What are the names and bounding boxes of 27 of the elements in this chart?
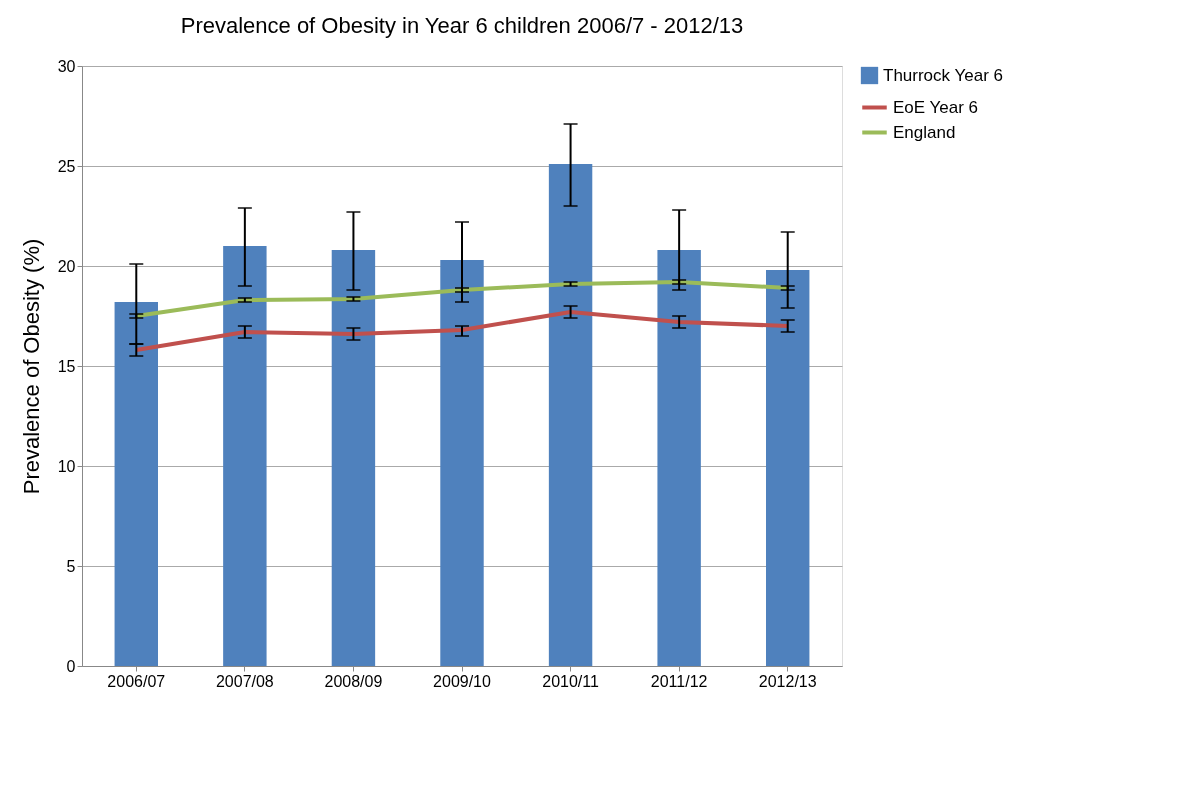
x-tick-label: 2008/09 (324, 672, 383, 690)
x-tick-label: 2012/13 (758, 672, 817, 690)
bar (223, 246, 267, 666)
legend-label: EoE Year 6 (893, 97, 979, 117)
x-tick-label: 2009/10 (433, 672, 492, 690)
y-tick-label: 15 (57, 357, 76, 375)
line-series (134, 310, 790, 352)
bar (766, 270, 810, 666)
y-tick-label: 0 (66, 657, 76, 675)
bar (657, 250, 701, 666)
y-tick-label: 25 (57, 157, 76, 175)
y-tick-label: 10 (57, 457, 76, 475)
chart-title: Prevalence of Obesity in Year 6 children 2006/7 - 2012/13 (180, 13, 744, 38)
legend-label: England (893, 122, 956, 142)
x-tick-label: 2010/11 (542, 672, 599, 690)
bar (114, 302, 158, 666)
y-tick-label: 30 (57, 57, 76, 75)
x-tick-label: 2011/12 (650, 672, 708, 690)
y-tick-label: 5 (66, 557, 76, 575)
bar (548, 164, 593, 666)
x-tick-label: 2006/07 (107, 672, 166, 690)
y-tick-label: 20 (57, 257, 76, 275)
legend-label: Thurrock Year 6 (883, 65, 1004, 85)
x-tick-label: 2007/08 (215, 672, 274, 690)
y-axis-title: Prevalence of Obesity (%) (18, 238, 44, 495)
bar (331, 250, 376, 666)
bar (440, 260, 484, 666)
